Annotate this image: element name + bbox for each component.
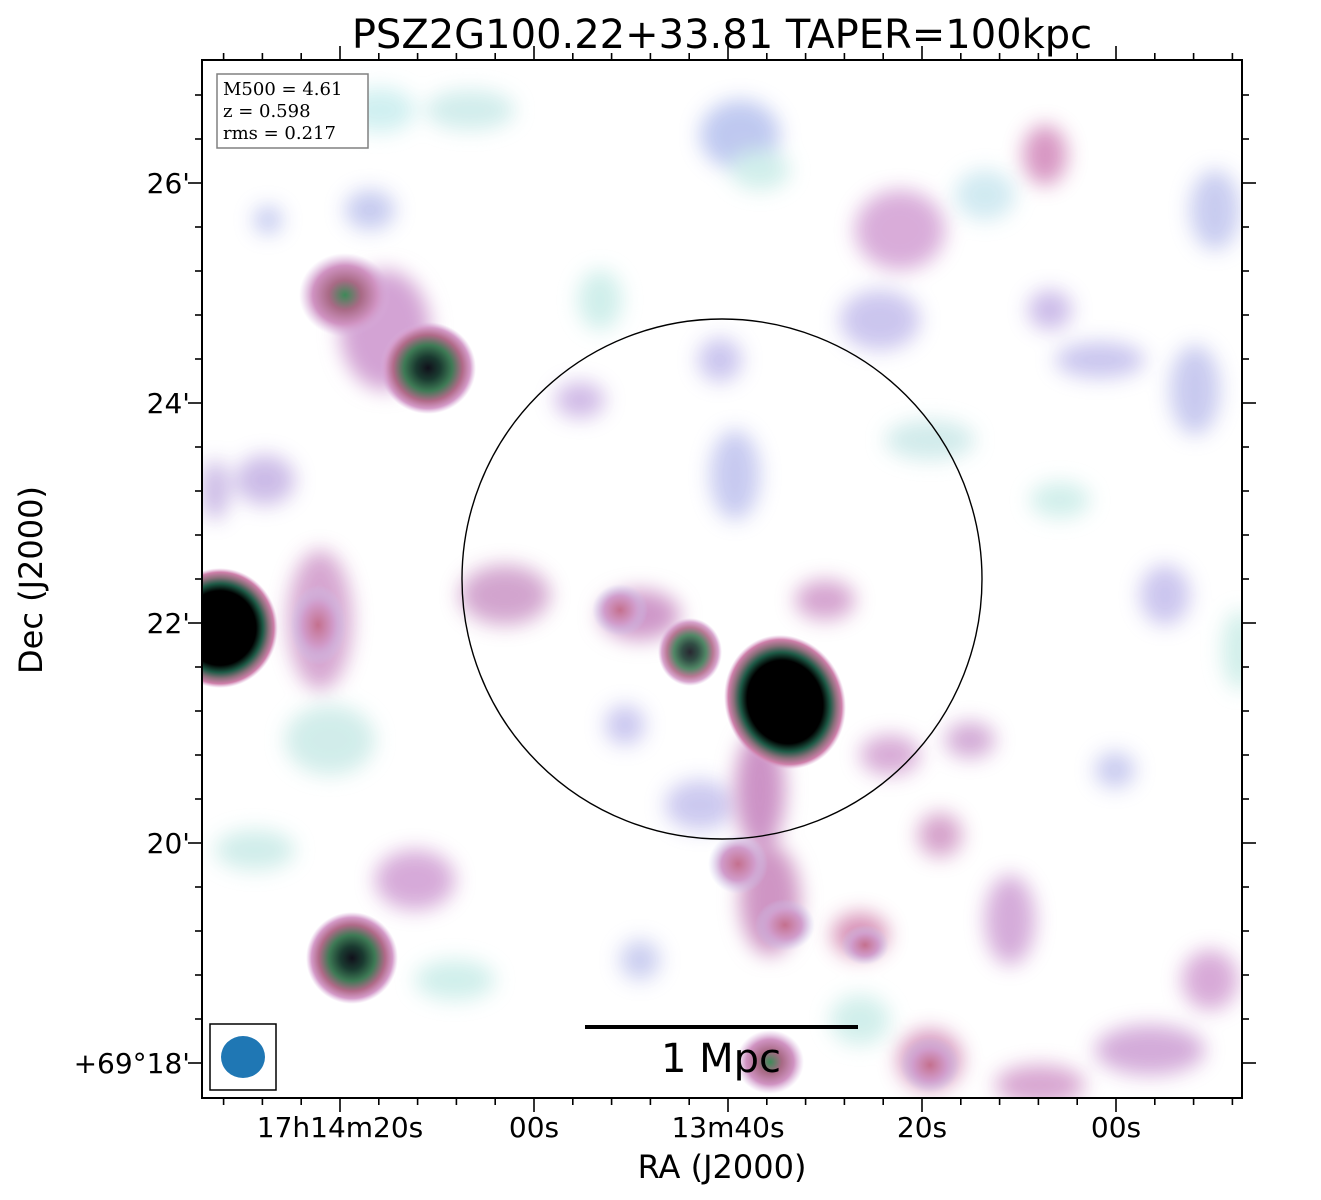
noise-blob [555, 382, 605, 418]
noise-blob [375, 850, 455, 910]
noise-blob [1140, 565, 1190, 625]
noise-blob [955, 170, 1015, 220]
noise-blob [254, 206, 282, 234]
radio-source [724, 634, 846, 770]
info-mass: M500 = 4.61 [223, 79, 342, 100]
x-tick-label: 13m40s [671, 1111, 784, 1144]
noise-blob [985, 875, 1035, 965]
noise-blob [345, 190, 395, 230]
noise-blob [945, 722, 995, 758]
x-tick-label: 20s [897, 1111, 947, 1144]
noise-blob [698, 338, 742, 382]
axis-ticks [188, 46, 1256, 1112]
noise-blob [885, 420, 975, 460]
plot-title: PSZ2G100.22+33.81 TAPER=100kpc [352, 12, 1092, 58]
info-box [216, 73, 369, 149]
noise-blob [620, 940, 660, 980]
noise-blob [605, 705, 645, 745]
x-axis-label: RA (J2000) [638, 1148, 807, 1186]
radio-source [658, 618, 722, 686]
noise-blob [578, 270, 622, 330]
noise-blob [730, 150, 790, 190]
noise-blob [855, 190, 945, 270]
radio-source [202, 568, 278, 688]
noise-blob [215, 830, 295, 870]
scale-bar-label: 1 Mpc [661, 1036, 781, 1082]
x-tick-label: 17h14m20s [257, 1111, 424, 1144]
radio-source [841, 925, 889, 965]
info-rms: rms = 0.217 [223, 123, 336, 144]
beam-ellipse [221, 1036, 265, 1078]
radio-source [290, 585, 346, 665]
x-tick-label: 00s [1091, 1111, 1141, 1144]
noise-blob [1222, 610, 1242, 690]
noise-blob [1055, 342, 1145, 378]
noise-blob [1023, 125, 1067, 185]
noise-blob [1030, 482, 1090, 518]
noise-blob [202, 460, 229, 520]
noise-blob [1095, 752, 1135, 788]
y-tick-label: +69°18' [74, 1047, 190, 1080]
noise-blob [830, 995, 890, 1045]
radio-source [736, 1030, 804, 1094]
radio-source [708, 834, 768, 894]
r500-circle [461, 318, 983, 840]
y-axis-label: Dec (J2000) [12, 486, 50, 674]
y-tick-label: 26' [147, 167, 190, 200]
x-tick-label: 00s [509, 1111, 559, 1144]
radio-source [755, 899, 815, 951]
noise-blob [1028, 290, 1072, 330]
radio-source [299, 253, 391, 337]
noise-blob [665, 780, 735, 830]
noise-blob [795, 580, 855, 620]
radio-source [380, 322, 476, 414]
noise-blob [995, 1065, 1085, 1098]
noise-blob [1170, 345, 1220, 435]
noise-blob [840, 290, 920, 350]
noise-blob [460, 565, 550, 625]
y-tick-label: 22' [147, 607, 190, 640]
noise-blob [1182, 950, 1238, 1010]
info-redshift: z = 0.598 [223, 101, 311, 122]
y-tick-label: 20' [147, 827, 190, 860]
y-tick-label: 24' [147, 387, 190, 420]
noise-blob [1190, 170, 1240, 250]
noise-blob [285, 705, 375, 775]
radio-source [900, 1037, 960, 1093]
noise-blob [235, 455, 295, 505]
noise-blob [860, 735, 920, 775]
noise-blob [918, 813, 962, 857]
noise-blob [710, 430, 760, 520]
noise-blob [415, 960, 495, 1000]
noise-blob [1095, 1025, 1205, 1075]
radio-source [306, 912, 398, 1004]
radio-source [592, 584, 648, 636]
noise-blob [425, 90, 515, 130]
